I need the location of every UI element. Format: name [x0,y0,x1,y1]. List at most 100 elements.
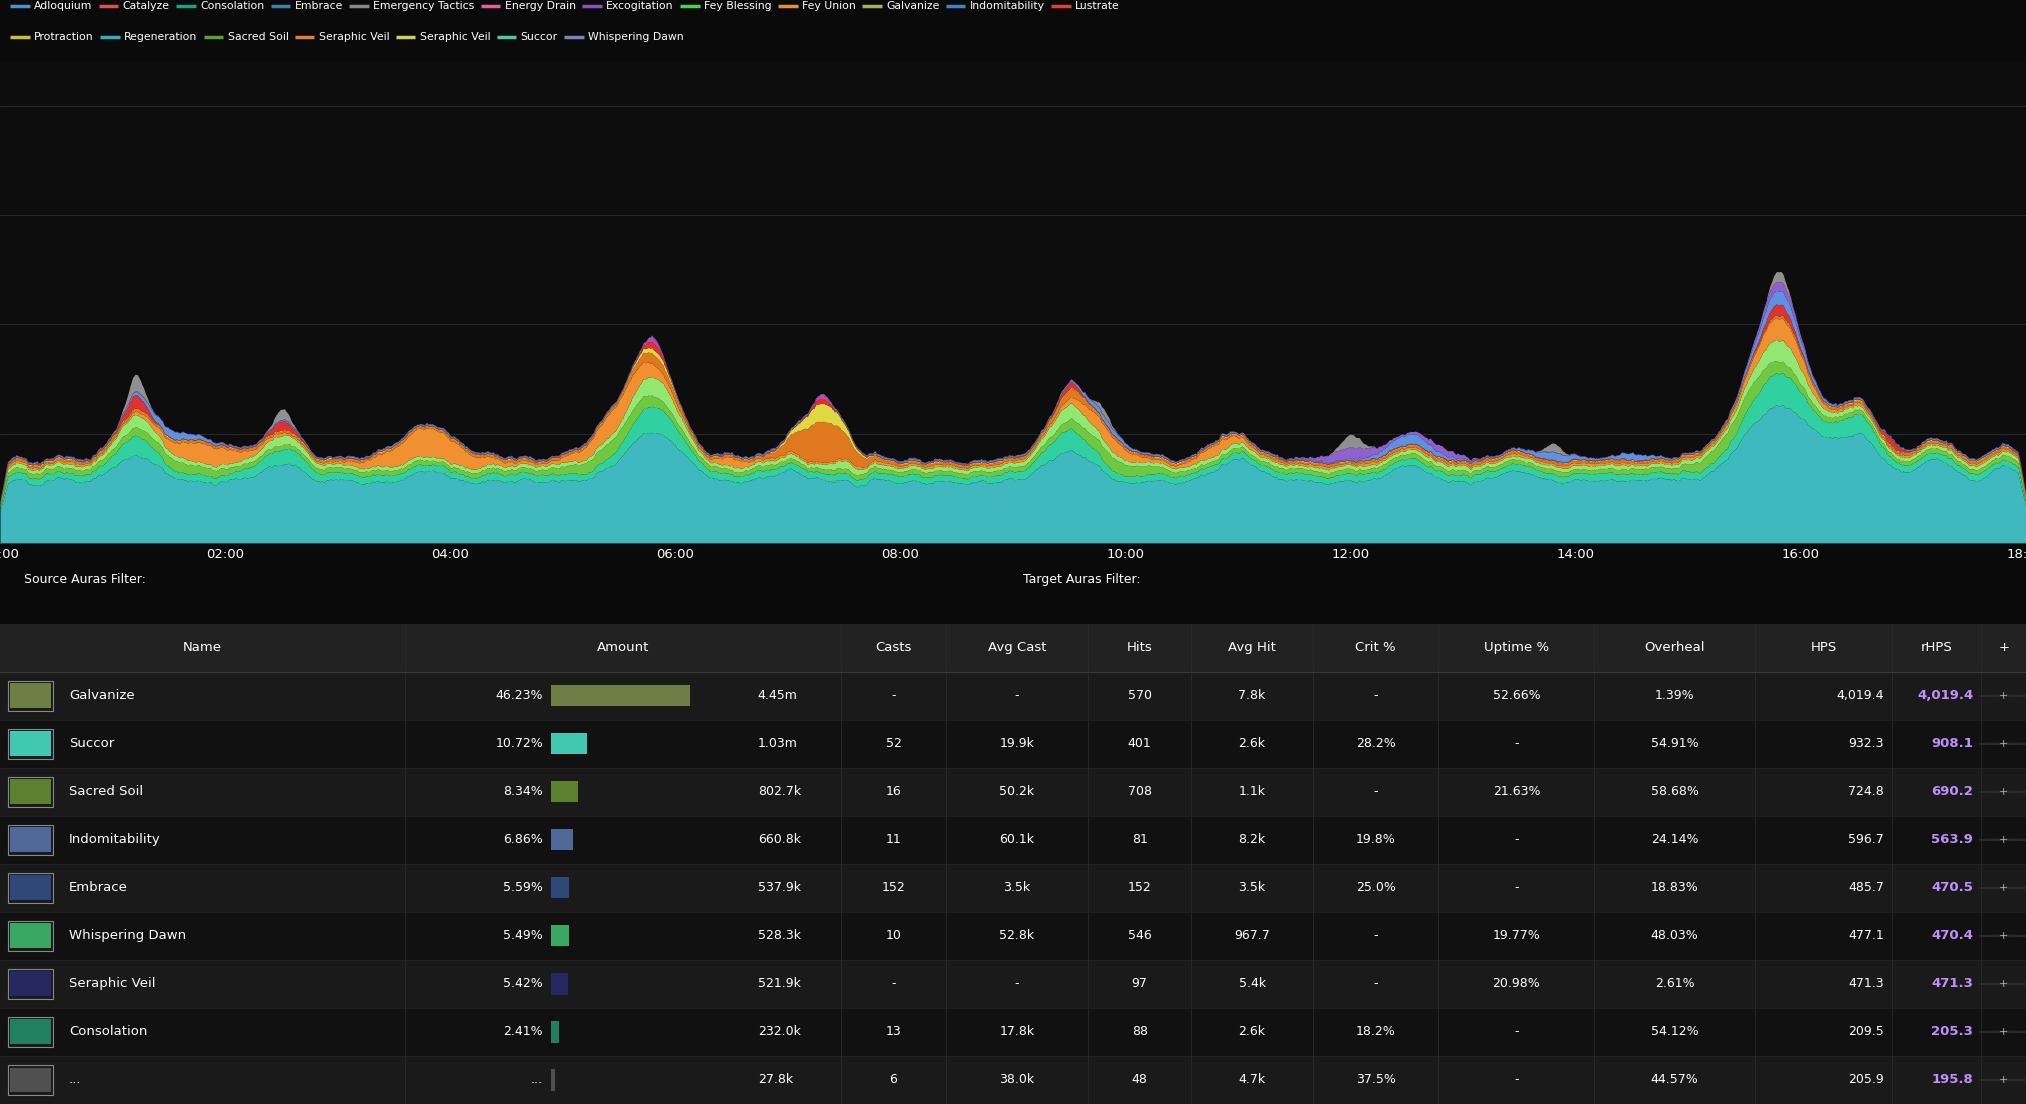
Text: 10: 10 [885,930,902,943]
Text: +: + [2000,931,2008,941]
Text: +: + [2000,1075,2008,1085]
Circle shape [1979,888,2026,889]
Text: 37.5%: 37.5% [1355,1073,1396,1086]
Text: 10.72%: 10.72% [494,737,543,751]
Text: -: - [1513,834,1520,847]
Bar [0,768,2026,816]
Text: 5.42%: 5.42% [502,977,543,990]
Text: 21.63%: 21.63% [1493,785,1540,798]
Bar [0,624,2026,671]
Bar [10,972,51,997]
Text: +: + [2000,835,2008,845]
Text: Amount: Amount [598,641,648,655]
Text: Hits: Hits [1126,641,1153,655]
Text: Source Auras Filter:: Source Auras Filter: [24,573,146,585]
Text: 546: 546 [1128,930,1151,943]
Text: 660.8k: 660.8k [758,834,800,847]
Text: 2.61%: 2.61% [1655,977,1694,990]
Text: +: + [2000,883,2008,893]
Text: -: - [891,977,895,990]
Text: 195.8: 195.8 [1931,1073,1973,1086]
Text: 4,019.4: 4,019.4 [1838,689,1884,702]
Text: 708: 708 [1128,785,1151,798]
Text: 28.2%: 28.2% [1355,737,1396,751]
Text: 6: 6 [889,1073,898,1086]
Text: 48: 48 [1133,1073,1147,1086]
Bar [551,1070,555,1091]
Text: -: - [1374,977,1378,990]
Bar [10,827,51,852]
Bar [10,875,51,901]
Text: Overheal: Overheal [1645,641,1704,655]
Bar [551,686,691,707]
Text: -: - [1015,977,1019,990]
Text: 690.2: 690.2 [1931,785,1973,798]
Bar [8,921,53,951]
Text: 470.5: 470.5 [1931,881,1973,894]
Text: -: - [1513,881,1520,894]
Text: Avg Hit: Avg Hit [1228,641,1276,655]
Circle shape [1979,792,2026,793]
Text: +: + [2000,691,2008,701]
Bar [8,1017,53,1047]
Bar [551,782,577,803]
Text: 60.1k: 60.1k [999,834,1035,847]
Bar [551,878,569,899]
Bar [0,863,2026,912]
Text: 5.4k: 5.4k [1238,977,1266,990]
Text: 209.5: 209.5 [1848,1026,1884,1039]
Text: 24.14%: 24.14% [1651,834,1698,847]
Text: 11: 11 [885,834,902,847]
Text: 152: 152 [1128,881,1151,894]
Text: 4,019.4: 4,019.4 [1917,689,1973,702]
Text: -: - [1374,930,1378,943]
Text: Sacred Soil: Sacred Soil [69,785,144,798]
Text: Seraphic Veil: Seraphic Veil [69,977,156,990]
Text: 570: 570 [1128,689,1151,702]
Text: -: - [1513,737,1520,751]
Text: 46.23%: 46.23% [496,689,543,702]
Text: 58.68%: 58.68% [1651,785,1698,798]
Text: 3.5k: 3.5k [1238,881,1266,894]
Text: 25.0%: 25.0% [1355,881,1396,894]
Text: 596.7: 596.7 [1848,834,1884,847]
Text: -: - [1015,689,1019,702]
Text: 6.86%: 6.86% [502,834,543,847]
Text: 18.83%: 18.83% [1651,881,1698,894]
Text: 152: 152 [881,881,906,894]
Text: +: + [1998,641,2010,655]
Text: 52: 52 [885,737,902,751]
Text: 27.8k: 27.8k [758,1073,792,1086]
Text: 2.6k: 2.6k [1238,1026,1266,1039]
Text: 48.03%: 48.03% [1651,930,1698,943]
Text: Avg Cast: Avg Cast [989,641,1045,655]
Bar [551,974,569,995]
Bar [551,925,569,946]
Text: 724.8: 724.8 [1848,785,1884,798]
Bar [551,829,573,850]
Text: 1.39%: 1.39% [1655,689,1694,702]
Text: 477.1: 477.1 [1848,930,1884,943]
Text: Uptime %: Uptime % [1483,641,1550,655]
Text: 54.91%: 54.91% [1651,737,1698,751]
Text: 2.41%: 2.41% [502,1026,543,1039]
Text: 471.3: 471.3 [1931,977,1973,990]
Text: Whispering Dawn: Whispering Dawn [69,930,186,943]
Text: -: - [1513,1073,1520,1086]
Text: 19.8%: 19.8% [1355,834,1396,847]
Bar [551,1021,559,1042]
Bar [8,825,53,854]
Text: 802.7k: 802.7k [758,785,800,798]
Text: 97: 97 [1133,977,1147,990]
Text: 967.7: 967.7 [1234,930,1270,943]
Circle shape [1979,984,2026,985]
Text: 205.9: 205.9 [1848,1073,1884,1086]
Bar [0,959,2026,1008]
Text: Casts: Casts [875,641,912,655]
Circle shape [1979,743,2026,744]
Text: 521.9k: 521.9k [758,977,800,990]
Text: Succor: Succor [69,737,113,751]
Text: +: + [2000,979,2008,989]
Bar [8,969,53,999]
Text: 8.34%: 8.34% [502,785,543,798]
